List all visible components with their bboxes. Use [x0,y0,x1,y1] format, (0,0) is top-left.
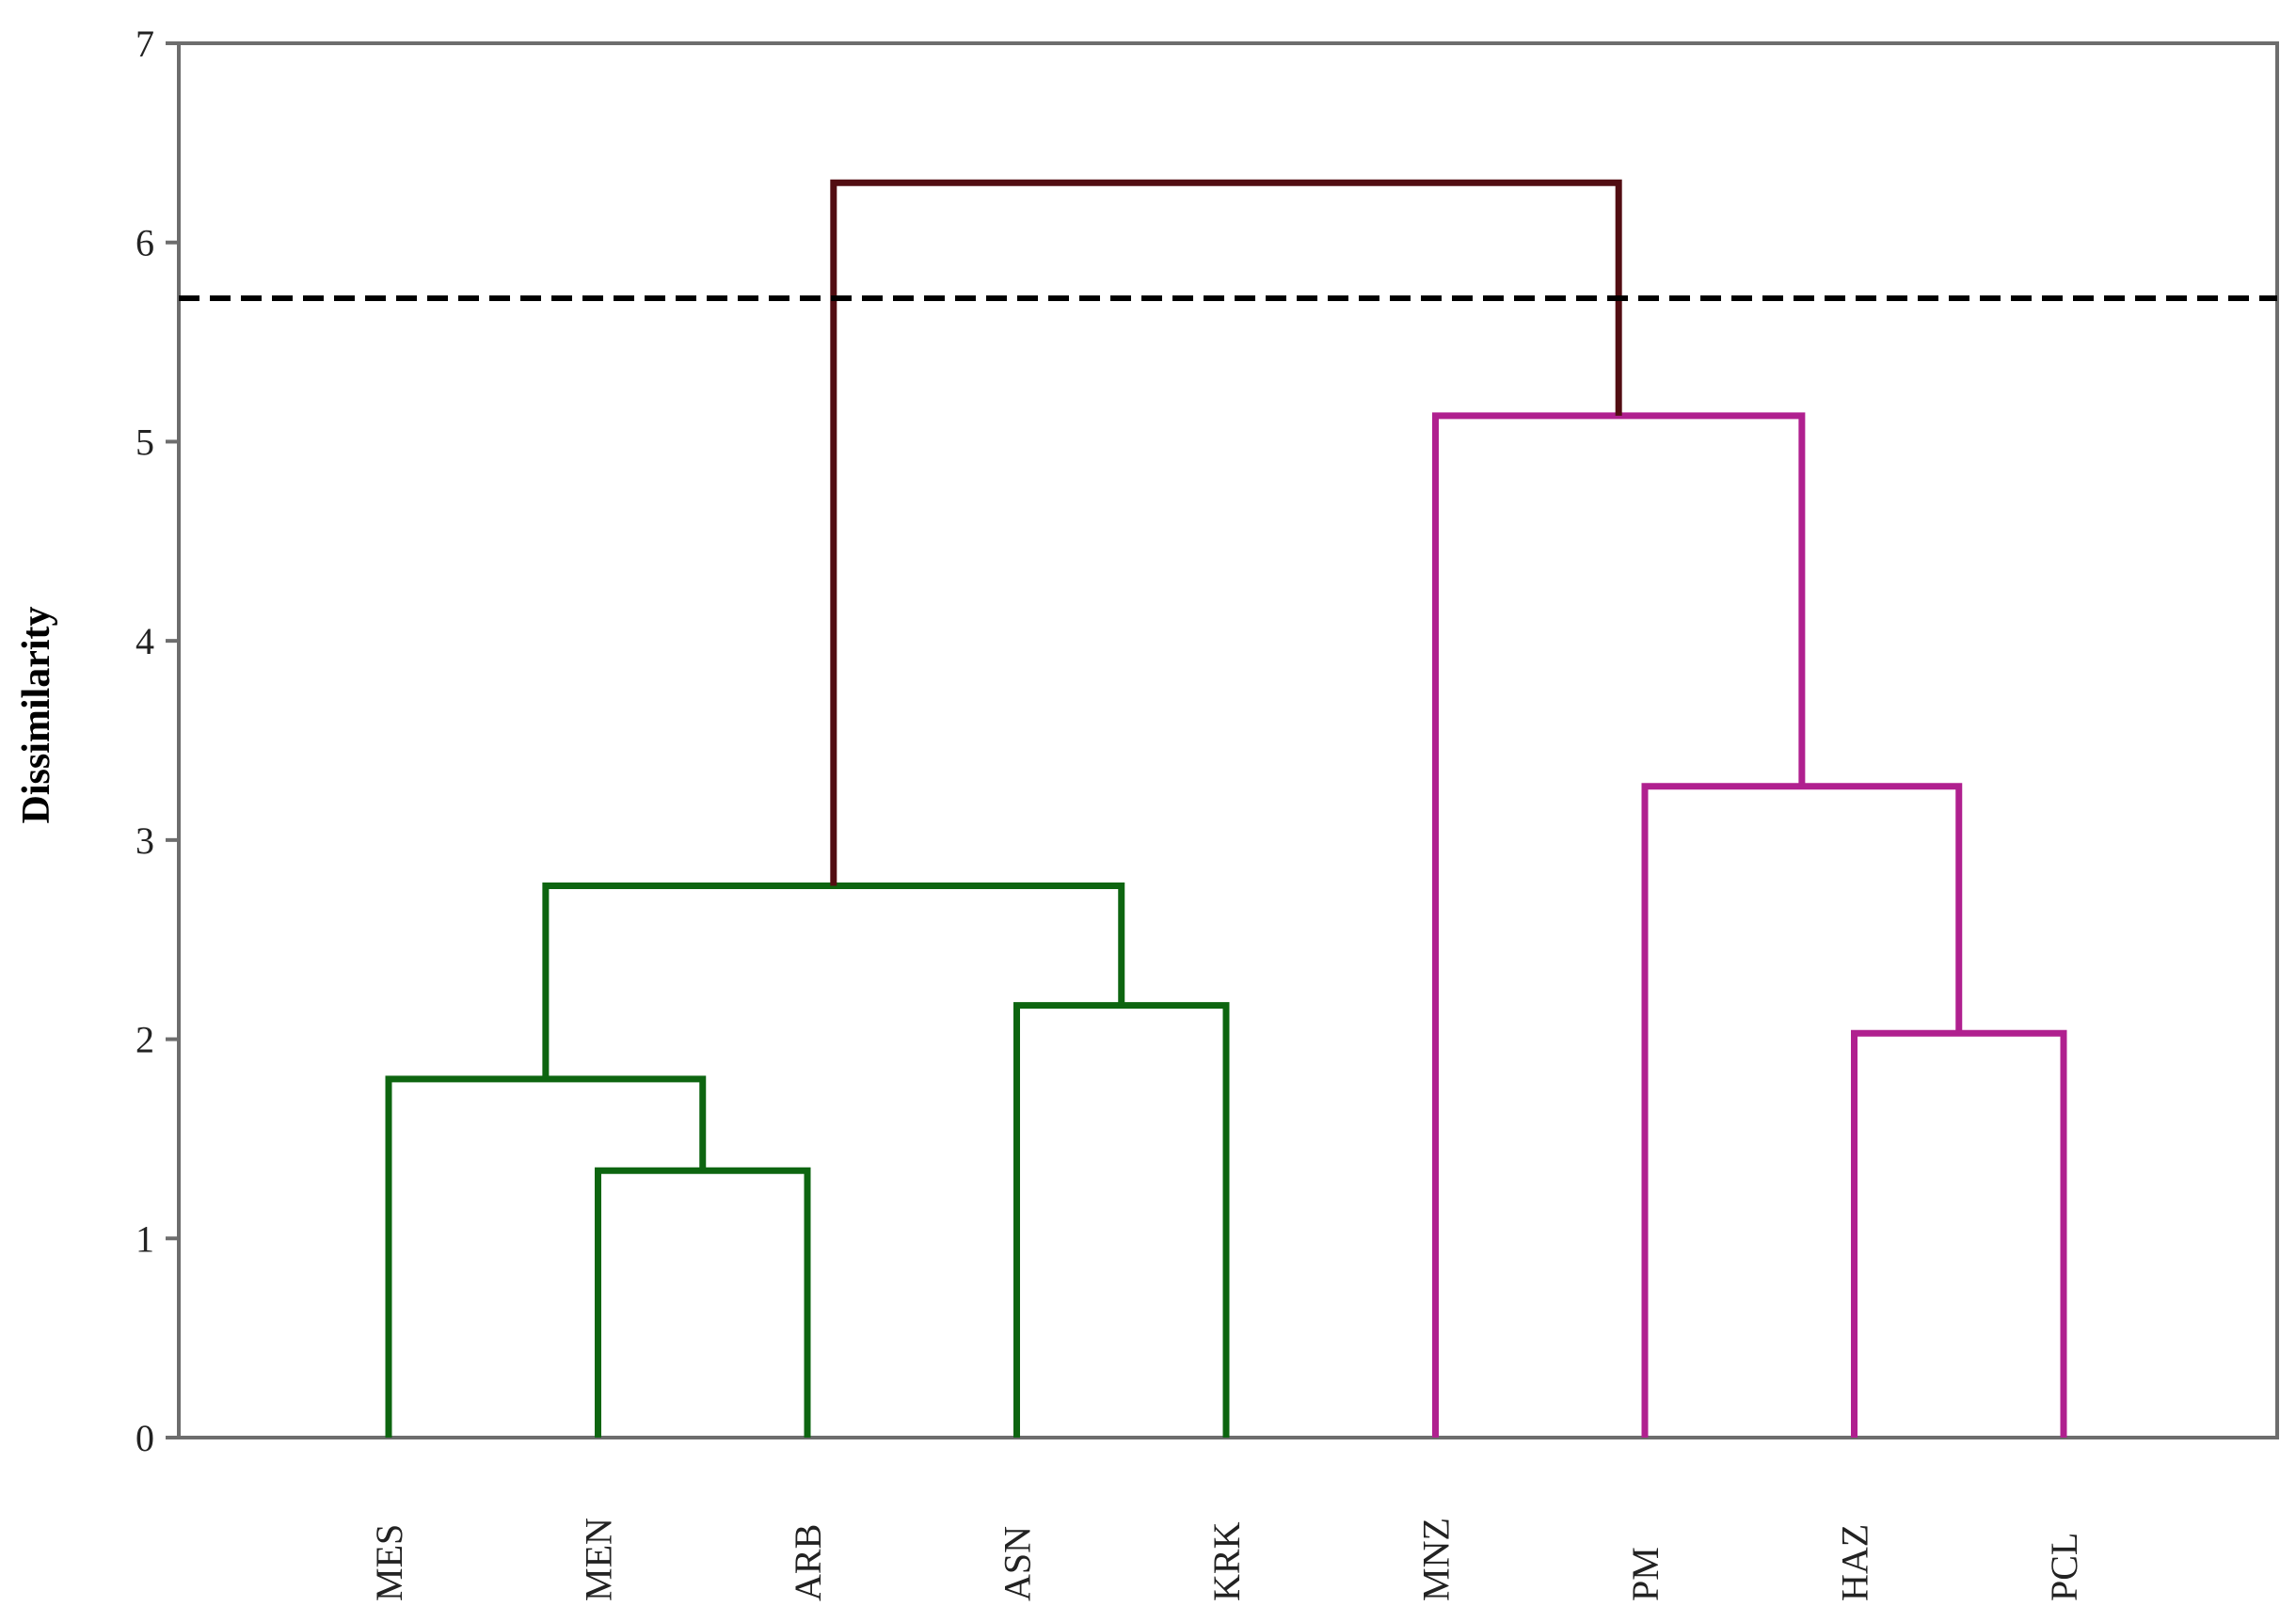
y-tick-label: 4 [136,620,154,662]
leaf-label: MEN [578,1518,620,1601]
dendrogram-link [1432,412,1806,1438]
leaf-label: KRK [1205,1521,1248,1601]
leaf-label: PCL [2043,1533,2085,1601]
leaf-label: HAZ [1834,1524,1876,1601]
y-tick-label: 1 [136,1217,154,1260]
y-tick-label: 7 [136,23,154,65]
leaf-label: ARB [787,1524,829,1601]
y-tick-label: 5 [136,421,154,463]
leaf-label: MES [368,1524,410,1601]
leaf-label: ASN [997,1526,1039,1601]
leaf-label: MNZ [1415,1518,1458,1601]
y-axis-title: Dissimilarity [15,607,58,824]
leaf-label: PM [1624,1547,1666,1601]
y-tick-label: 2 [136,1019,154,1061]
y-tick-label: 6 [136,222,154,264]
y-tick-label: 3 [136,819,154,862]
y-tick-label: 0 [136,1417,154,1459]
